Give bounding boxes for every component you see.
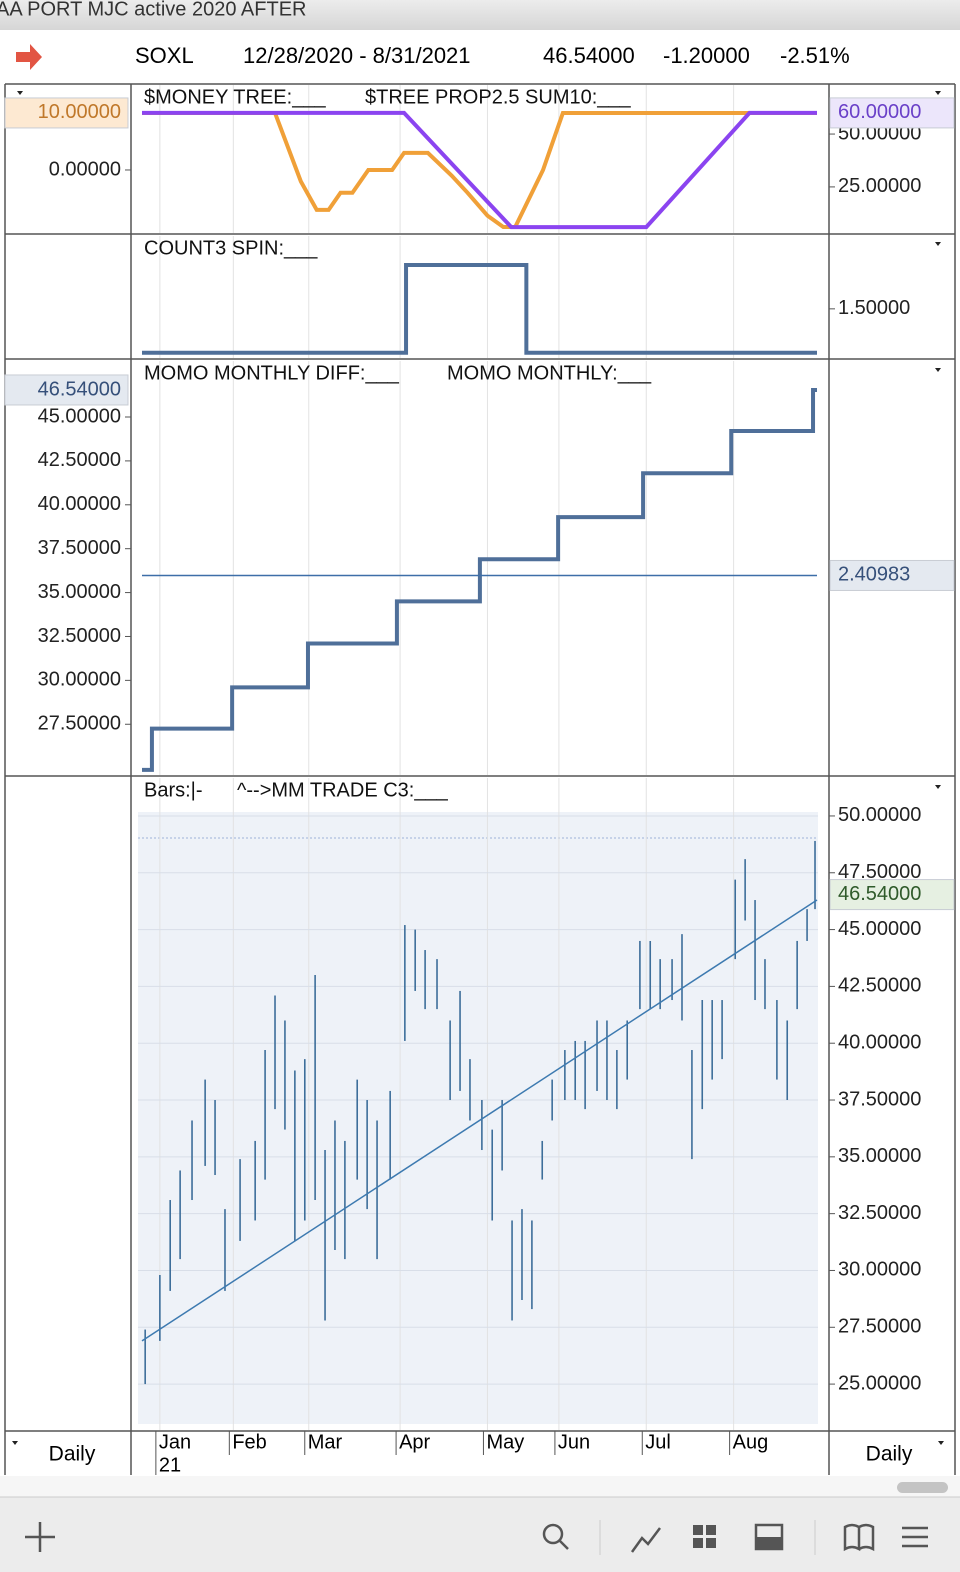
- scroll-track: [0, 1476, 960, 1497]
- legend-label: $MONEY TREE:___: [144, 86, 326, 108]
- title-bar: [0, 0, 960, 30]
- scroll-thumb[interactable]: [897, 1482, 948, 1493]
- y2-tick-label: 42.50000: [838, 975, 921, 997]
- dropdown-arrows[interactable]: [12, 91, 944, 1445]
- x-tick-label: Aug: [733, 1431, 769, 1453]
- legend-label: COUNT3 SPIN:___: [144, 237, 318, 259]
- x-tick-label: Mar: [308, 1431, 343, 1453]
- last-value-label: 46.54000: [38, 378, 121, 400]
- last-value-label: 46.54000: [838, 883, 921, 905]
- last-value-tag: [4, 374, 129, 406]
- percent-change: -2.51%: [780, 43, 850, 68]
- y-tick-label: 35.00000: [38, 581, 121, 603]
- y2-tick-label: 45.00000: [838, 918, 921, 940]
- y2-tick-label: 40.00000: [838, 1031, 921, 1053]
- y-tick-label: 0.00000: [49, 158, 121, 180]
- x-tick-label: Jan: [159, 1431, 191, 1453]
- last-price: 46.54000: [543, 43, 635, 68]
- panel-frames: [4, 83, 956, 1475]
- x-tick-label: Feb: [232, 1431, 266, 1453]
- last-value-label: 2.40983: [838, 564, 910, 586]
- y2-tick-label: 37.50000: [838, 1088, 921, 1110]
- y2-tick-label: 25.00000: [838, 1372, 921, 1394]
- period-right[interactable]: Daily: [866, 1443, 913, 1466]
- search-button[interactable]: [542, 1523, 569, 1550]
- change: -1.20000: [663, 43, 750, 68]
- y-tick-label: 27.50000: [38, 713, 121, 735]
- last-value-tag: [829, 97, 955, 129]
- line: [142, 110, 817, 230]
- last-value-tag: [829, 559, 955, 591]
- y2-tick-label: 47.50000: [838, 861, 921, 883]
- symbol: SOXL: [135, 43, 194, 68]
- legend-label: MOMO MONTHLY:___: [447, 362, 652, 384]
- date-range: 12/28/2020 - 8/31/2021: [243, 43, 471, 68]
- last-value-tag: [4, 97, 129, 129]
- last-value-tag: [829, 879, 955, 911]
- period-left[interactable]: Daily: [49, 1443, 96, 1466]
- last-value-label: 60.00000: [838, 101, 921, 123]
- legend-label: Bars:|-: [144, 779, 203, 801]
- x-tick-label: Jul: [645, 1431, 671, 1453]
- y2-tick-label: 25.00000: [838, 175, 921, 197]
- y2-tick-label: 1.50000: [838, 297, 910, 319]
- book-button[interactable]: [843, 1523, 875, 1552]
- y2-tick-label: 50.00000: [838, 804, 921, 826]
- layout-fill: [756, 1537, 782, 1549]
- y-tick-label: 30.00000: [38, 669, 121, 691]
- y-tick-label: 42.50000: [38, 449, 121, 471]
- line: [141, 899, 818, 1342]
- window-title: AA PORT MJC active 2020 AFTER: [0, 0, 307, 20]
- legend-label: $TREE PROP2.5 SUM10:___: [365, 86, 632, 108]
- y-tick-label: 37.50000: [38, 537, 121, 559]
- x-tick-label: Apr: [399, 1431, 430, 1453]
- x-tick-label: Jun: [558, 1431, 590, 1453]
- y-tick-label: 40.00000: [38, 493, 121, 515]
- toolbar: [0, 1497, 960, 1572]
- y-tick-label: 45.00000: [38, 405, 121, 427]
- plot-background: [138, 812, 818, 1424]
- arrow-icon[interactable]: [16, 44, 42, 70]
- step-line: [142, 387, 817, 772]
- y-tick-label: 32.50000: [38, 625, 121, 647]
- chart-type-button[interactable]: [630, 1527, 661, 1553]
- step-line: [142, 262, 817, 355]
- y2-tick-label: 35.00000: [838, 1145, 921, 1167]
- add-button[interactable]: [25, 1522, 55, 1552]
- y2-tick-label: 30.00000: [838, 1259, 921, 1281]
- toolbar-separators: [599, 1520, 816, 1555]
- menu-button[interactable]: [902, 1526, 928, 1548]
- last-value-label: 10.00000: [38, 101, 121, 123]
- x-tick-label: May: [486, 1431, 524, 1453]
- legend-label: MOMO MONTHLY DIFF:___: [144, 362, 400, 384]
- grid-button[interactable]: [693, 1525, 716, 1548]
- x-axis: Jan Feb Mar Apr May Jun Jul Aug 21: [155, 1431, 769, 1476]
- y2-tick-label: 32.50000: [838, 1202, 921, 1224]
- legend-label: ^-->MM TRADE C3:___: [237, 779, 449, 801]
- year-label: 21: [159, 1454, 181, 1476]
- y2-tick-label: 27.50000: [838, 1316, 921, 1338]
